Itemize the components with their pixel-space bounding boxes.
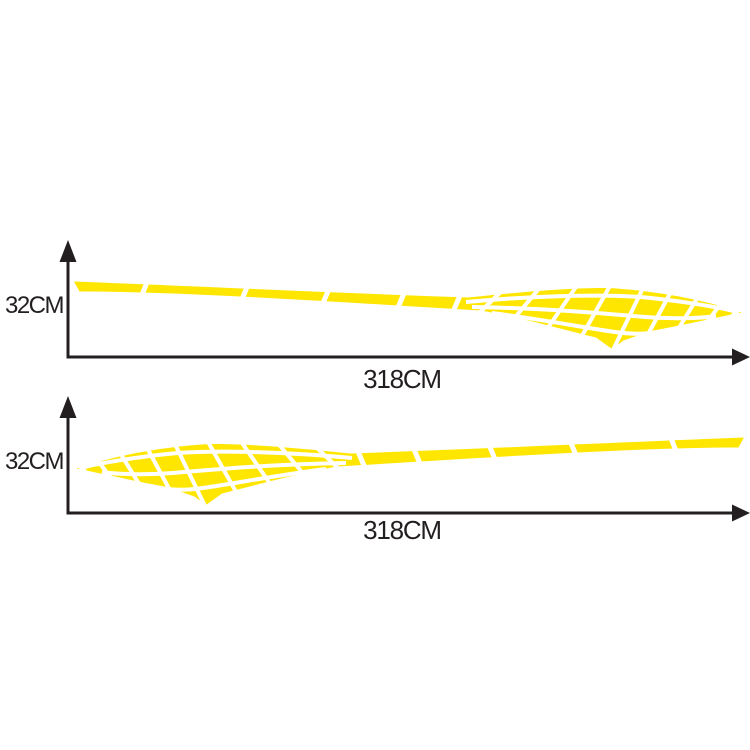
bottom-decal-graphic <box>74 437 744 506</box>
top-height-dimension-label: 32CM <box>4 292 65 319</box>
bottom-height-dimension-label: 32CM <box>4 448 65 475</box>
top-y-axis-arrowhead-icon <box>59 240 77 262</box>
bottom-y-axis-arrowhead-icon <box>59 396 77 418</box>
top-x-axis-arrowhead-icon <box>732 348 750 366</box>
bottom-x-axis-arrowhead-icon <box>732 504 750 522</box>
top-width-dimension-label: 318CM <box>363 364 442 394</box>
bottom-width-dimension-label: 318CM <box>363 515 442 545</box>
bottom-diagram-axes <box>59 396 750 522</box>
top-diagram-axes <box>59 240 750 366</box>
top-decal-graphic <box>74 281 744 350</box>
